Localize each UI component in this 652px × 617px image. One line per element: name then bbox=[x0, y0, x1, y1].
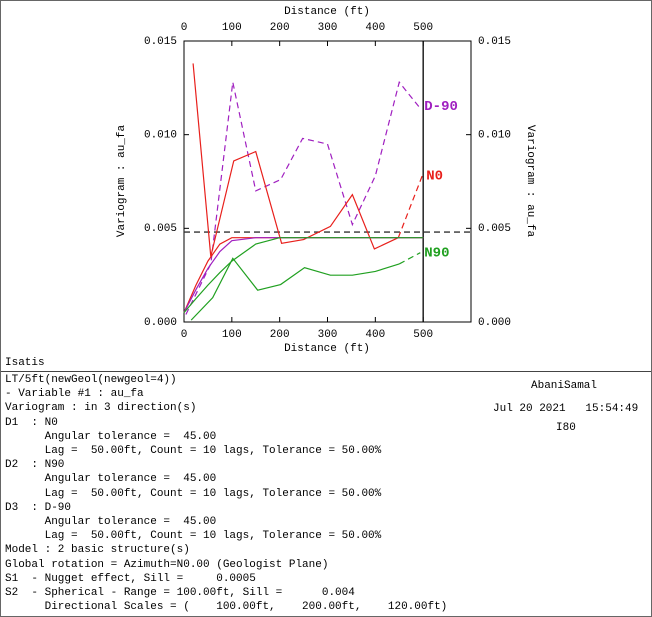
series-line bbox=[190, 257, 400, 321]
x-tick-label: 400 bbox=[365, 329, 385, 341]
y-tick-label: 0.015 bbox=[144, 36, 177, 48]
chart: Distance (ft) Distance (ft) Variogram : … bbox=[116, 6, 536, 355]
series-line bbox=[185, 80, 421, 315]
separator bbox=[1, 371, 651, 372]
y2-tick-label: 0.015 bbox=[478, 36, 511, 48]
y2-tick-label: 0.000 bbox=[478, 317, 511, 329]
y2-tick-label: 0.010 bbox=[478, 130, 511, 142]
series-line bbox=[183, 237, 424, 313]
y-tick-label: 0.010 bbox=[144, 130, 177, 142]
report-line: Lag = 50.00ft, Count = 10 lags, Toleranc… bbox=[5, 530, 382, 543]
x-tick-label: 500 bbox=[413, 329, 433, 341]
series-line-extension bbox=[398, 252, 421, 265]
report-line: Variogram : in 3 direction(s) bbox=[5, 402, 197, 415]
series-line bbox=[183, 237, 424, 313]
x-axis-title: Distance (ft) bbox=[284, 343, 370, 355]
report-line: S2 - Spherical - Range = 100.00ft, Sill … bbox=[5, 587, 355, 599]
x-tick-label: 0 bbox=[181, 329, 188, 341]
x-tick-label-top: 200 bbox=[270, 22, 290, 34]
report-line: Lag = 50.00ft, Count = 10 lags, Toleranc… bbox=[5, 487, 382, 500]
report-line: Angular tolerance = 45.00 bbox=[5, 516, 217, 528]
report-line: Angular tolerance = 45.00 bbox=[5, 430, 217, 443]
x-tick-label: 200 bbox=[270, 329, 290, 341]
x-tick-label-top: 100 bbox=[222, 22, 242, 34]
y2-tick-label: 0.005 bbox=[478, 223, 511, 235]
report-line: D3 : D-90 bbox=[5, 501, 72, 514]
report-line: Model : 2 basic structure(s) bbox=[5, 544, 190, 557]
x-tick-label: 100 bbox=[222, 329, 242, 341]
y-tick-label: 0.005 bbox=[144, 223, 177, 235]
report-line: Global rotation = Azimuth=N0.00 (Geologi… bbox=[5, 558, 329, 571]
y-tick-label: 0.000 bbox=[144, 317, 177, 329]
x-tick-label-top: 0 bbox=[181, 22, 188, 34]
report-line: D2 : N90 bbox=[5, 459, 65, 472]
code: I80 bbox=[556, 422, 576, 434]
x-tick-label-top: 300 bbox=[318, 22, 338, 34]
report-line: LT/5ft(newGeol(newgeol=4)) bbox=[5, 374, 177, 386]
series-label: N0 bbox=[426, 169, 443, 185]
x-tick-label-top: 400 bbox=[365, 22, 385, 34]
app-label: Isatis bbox=[5, 357, 45, 369]
x-axis-title-top: Distance (ft) bbox=[284, 6, 370, 18]
series-line bbox=[192, 63, 399, 257]
report-line: Directional Scales = ( 100.00ft, 200.00f… bbox=[5, 601, 448, 614]
user: AbaniSamal bbox=[531, 380, 598, 392]
y2-axis-title: Variogram : au_fa bbox=[524, 125, 536, 238]
series-line-extension bbox=[397, 175, 423, 238]
report-line: Angular tolerance = 45.00 bbox=[5, 473, 217, 486]
series-line bbox=[183, 237, 424, 314]
x-tick-label: 300 bbox=[318, 329, 338, 341]
report-line: - Variable #1 : au_fa bbox=[5, 388, 144, 401]
x-tick-label-top: 500 bbox=[413, 22, 433, 34]
report-line: Lag = 50.00ft, Count = 10 lags, Toleranc… bbox=[5, 445, 382, 457]
y-axis-title: Variogram : au_fa bbox=[116, 124, 128, 237]
series-label: N90 bbox=[424, 245, 449, 261]
report-line: D1 : N0 bbox=[5, 416, 58, 429]
report-line: S1 - Nugget effect, Sill = 0.0005 bbox=[5, 572, 256, 585]
date: Jul 20 2021 15:54:49 bbox=[493, 403, 639, 415]
series-label: D-90 bbox=[424, 99, 458, 115]
